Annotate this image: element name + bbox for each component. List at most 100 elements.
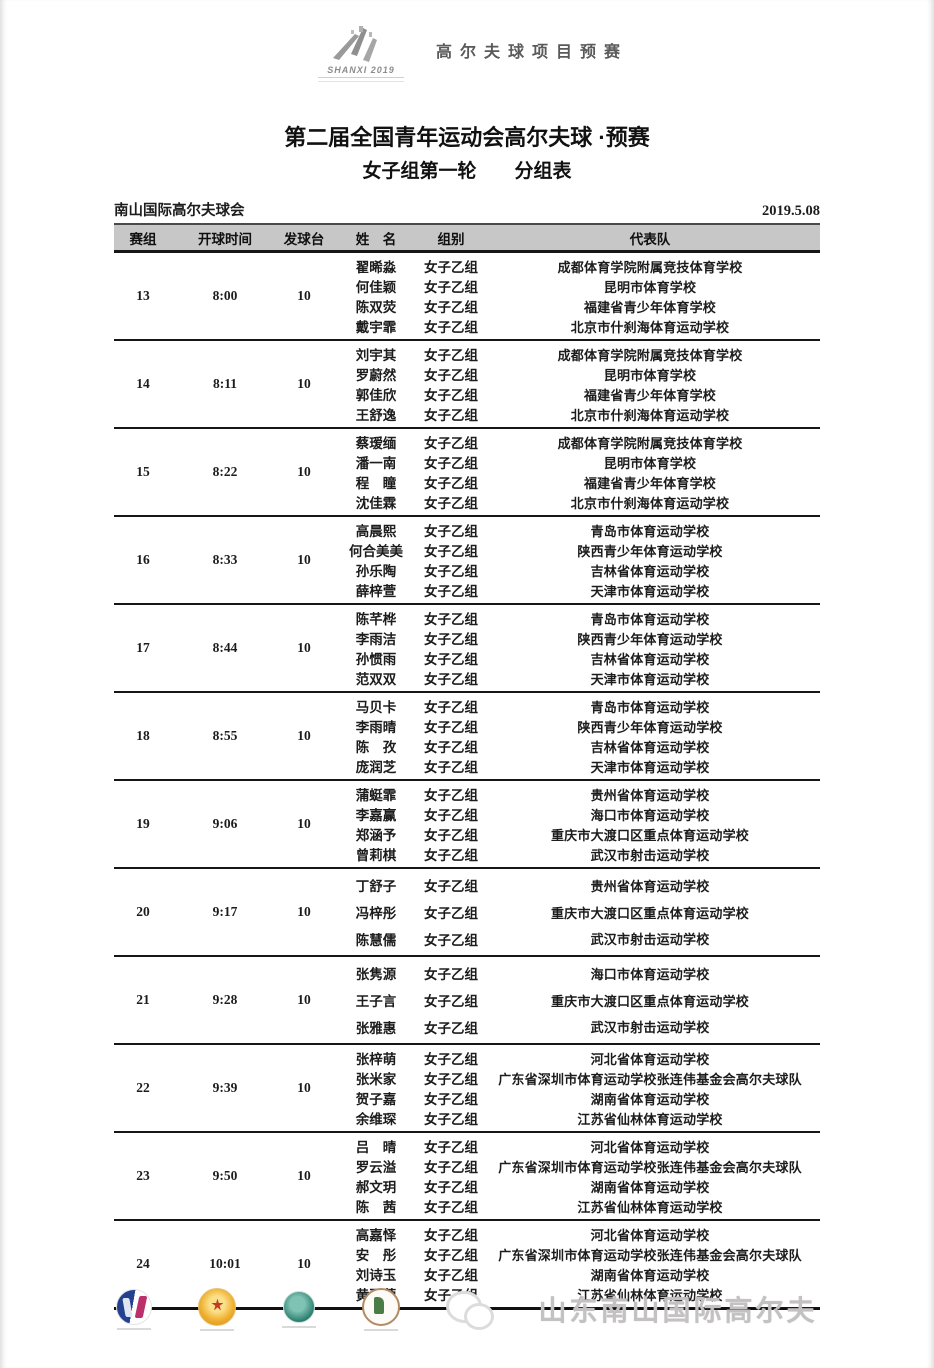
tee-time: 9:39 [212,1080,238,1095]
column-header-tee-box: 发球台 [283,231,325,247]
player-row: 范双双 女子乙组 天津市体育运动学校 [330,668,820,688]
player-name: 罗蔚然 [355,368,397,383]
player-row: 李嘉赢 女子乙组 海口市体育运动学校 [330,804,820,824]
player-row: 陈慧儒 女子乙组 武汉市射击运动学校 [330,925,820,952]
player-name: 薛梓萱 [355,584,397,599]
player-row: 何合美美 女子乙组 陕西青少年体育运动学校 [330,540,820,560]
player-category: 女子乙组 [424,1140,478,1155]
wechat-icon [446,1289,495,1330]
player-name: 高晨熙 [355,524,397,539]
tee-box: 10 [297,1080,311,1095]
players-list: 蔡瑷缅 女子乙组 成都体育学院附属竞技体育学校 潘一南 女子乙组 昆明市体育学校程 瞳女子… [330,429,820,515]
player-team: 湖南省体育运动学校 [590,1179,710,1195]
shandong-golf-association-logo [282,1290,317,1328]
tee-box: 10 [297,288,311,303]
player-name: 何合美美 [349,544,403,559]
group-number: 13 [136,288,150,303]
player-category: 女子乙组 [424,496,478,511]
player-name: 张米家 [355,1072,397,1087]
player-team: 广东省深圳市体育运动学校张连伟基金会高尔夫球队 [498,1247,802,1263]
player-category: 女子乙组 [424,476,478,491]
player-category: 女子乙组 [424,584,478,599]
player-name: 郭佳欣 [355,388,397,403]
player-team: 广东省深圳市体育运动学校张连伟基金会高尔夫球队 [498,1071,802,1087]
player-team: 陕西青少年体育运动学校 [577,631,723,647]
player-category: 女子乙组 [424,828,478,843]
player-name: 丁舒子 [355,879,397,895]
tee-box: 10 [297,992,311,1007]
tee-time: 8:55 [212,728,238,743]
player-category: 女子乙组 [424,612,478,627]
group-number: 19 [136,816,150,831]
group-block: 18 8:55 10 马贝卡 女子乙组 青岛市体育运动学校 李雨晴 女子乙组 陕西青少年体育运动… [114,693,820,781]
player-category: 女子乙组 [424,544,478,559]
date-label: 2019.5.08 [762,203,820,219]
player-team: 福建省青少年体育学校 [583,387,716,403]
player-team: 武汉市射击运动学校 [590,932,710,948]
player-team: 武汉市射击运动学校 [590,847,710,863]
player-category: 女子乙组 [424,1248,478,1263]
player-team: 贵州省体育运动学校 [590,878,710,894]
grouping-table: 赛组 开球时间 发球台 姓 名 组别 代表队 13 8:00 10 翟晞淼 女子乙组 成都… [114,223,820,1310]
page-subtitle: 女子组第一轮 分组表 [362,161,572,182]
brand-text: 山东南山国际高尔夫 [538,1295,818,1326]
player-row: 吕 晴 女子乙组 河北省体育运动学校 [330,1136,820,1156]
games-logo-caption: SHANXI 2019 [327,65,395,75]
player-team: 湖南省体育运动学校 [590,1267,710,1283]
player-row: 李雨晴 女子乙组 陕西青少年体育运动学校 [330,716,820,736]
player-category: 女子乙组 [424,1112,478,1127]
player-team: 吉林省体育运动学校 [590,739,710,755]
player-category: 女子乙组 [424,879,478,895]
player-name: 李雨晴 [355,720,397,735]
player-row: 贺子嘉 女子乙组 湖南省体育运动学校 [330,1088,820,1108]
player-name: 陈 茜 [355,1200,397,1215]
player-row: 陈 茜 女子乙组 江苏省仙林体育运动学校 [330,1196,820,1216]
player-team: 陕西青少年体育运动学校 [577,719,723,735]
player-team: 青岛市体育运动学校 [590,523,710,539]
masthead: SHANXI 2019 高尔夫球项目预赛 [0,0,934,90]
player-row: 程 瞳 女子乙组 福建省青少年体育学校 [330,472,820,492]
player-team: 江苏省仙林体育运动学校 [577,1199,723,1215]
player-row: 陈 孜 女子乙组 吉林省体育运动学校 [330,736,820,756]
shandong-golf-icon [283,1290,316,1323]
player-team: 武汉市射击运动学校 [590,1020,710,1036]
games-logo-icon [332,26,377,62]
player-category: 女子乙组 [424,1180,478,1195]
player-row: 丁舒子 女子乙组 贵州省体育运动学校 [330,872,820,899]
player-name: 翟晞淼 [355,260,397,275]
player-category: 女子乙组 [424,1160,478,1175]
nanshan-club-badge-logo [362,1287,401,1331]
player-team: 成都体育学院附属竞技体育学校 [557,435,743,451]
tee-box: 10 [297,816,311,831]
player-row: 戴宇霏 女子乙组 北京市什刹海体育运动学校 [330,316,820,336]
player-team: 昆明市体育学校 [603,279,697,295]
player-team: 重庆市大渡口区重点体育运动学校 [550,993,749,1009]
group-number: 24 [136,1256,150,1271]
player-name: 孙乐陶 [355,564,397,579]
logo-caption-line [364,1328,399,1331]
player-name: 范双双 [355,672,397,687]
player-category: 女子乙组 [424,260,478,275]
player-name: 蒲蜓霏 [355,788,397,803]
player-name: 李雨洁 [355,632,397,647]
player-name: 陈 孜 [355,740,397,755]
player-team: 北京市什刹海体育运动学校 [570,495,730,511]
player-row: 刘宇其 女子乙组 成都体育学院附属竞技体育学校 [330,344,820,364]
player-team: 北京市什刹海体育运动学校 [570,407,730,423]
group-number: 21 [136,992,150,1007]
player-name: 张雅惠 [355,1020,397,1036]
player-row: 张隽源 女子乙组 海口市体育运动学校 [330,960,820,987]
player-team: 贵州省体育运动学校 [590,787,710,803]
player-team: 昆明市体育学校 [603,367,697,383]
player-row: 郭佳欣 女子乙组 福建省青少年体育学校 [330,384,820,404]
player-category: 女子乙组 [424,1200,478,1215]
players-list: 高晨熙 女子乙组 青岛市体育运动学校 何合美美 女子乙组 陕西青少年体育运动学校 孙乐陶 女子… [330,517,820,603]
player-row: 王舒逸 女子乙组 北京市什刹海体育运动学校 [330,404,820,424]
tee-time: 9:28 [212,992,238,1007]
player-team: 成都体育学院附属竞技体育学校 [557,347,743,363]
player-team: 河北省体育运动学校 [590,1227,710,1243]
player-team: 重庆市大渡口区重点体育运动学校 [550,827,749,843]
player-category: 女子乙组 [424,1020,478,1036]
footer: 山东南山国际高尔夫 [0,1264,934,1354]
column-header-name: 姓 名 [355,231,397,247]
